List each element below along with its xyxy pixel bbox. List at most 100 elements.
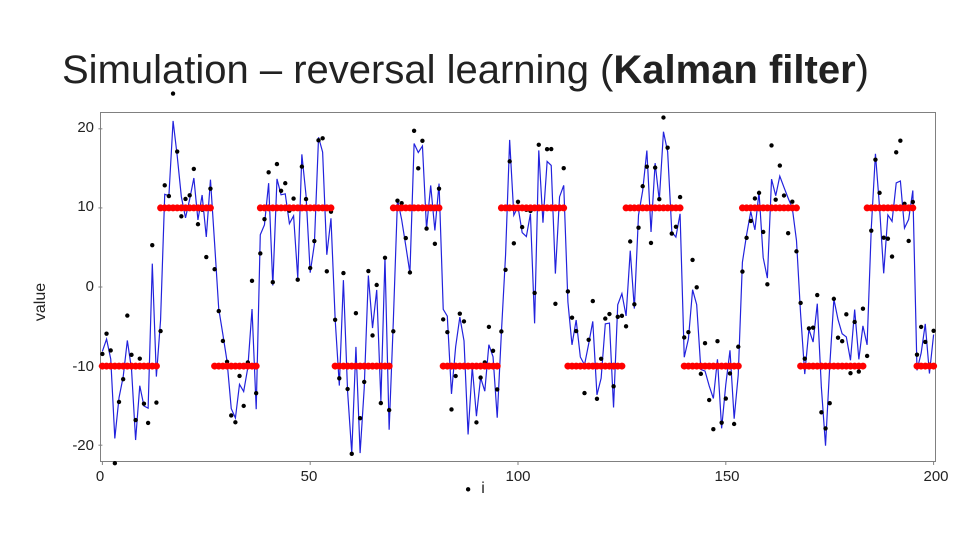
black-point <box>765 282 769 286</box>
black-point <box>499 329 503 333</box>
black-point <box>857 369 861 373</box>
red-point <box>618 363 625 370</box>
black-point <box>757 191 761 195</box>
black-point <box>894 150 898 154</box>
black-point <box>387 408 391 412</box>
black-point <box>142 402 146 406</box>
black-point <box>807 326 811 330</box>
x-axis-label: i <box>481 480 485 498</box>
red-point <box>386 363 393 370</box>
black-point <box>794 249 798 253</box>
black-point <box>237 374 241 378</box>
black-point <box>844 312 848 316</box>
black-point <box>769 143 773 147</box>
red-point <box>207 204 214 211</box>
black-point <box>449 407 453 411</box>
black-point <box>832 297 836 301</box>
black-point <box>508 159 512 163</box>
black-point <box>109 348 113 352</box>
black-point <box>911 200 915 204</box>
y-tick: -20 <box>58 437 94 454</box>
black-point <box>196 222 200 226</box>
black-point <box>836 336 840 340</box>
black-point <box>420 139 424 143</box>
black-point <box>117 400 121 404</box>
black-point <box>113 461 117 465</box>
black-point <box>566 289 570 293</box>
black-point <box>171 91 175 95</box>
black-point <box>744 236 748 240</box>
black-point <box>100 352 104 356</box>
black-point <box>129 353 133 357</box>
black-point <box>570 315 574 319</box>
black-point <box>649 241 653 245</box>
black-point <box>674 225 678 229</box>
black-point <box>562 166 566 170</box>
black-point <box>466 487 470 491</box>
black-point <box>636 226 640 230</box>
black-point <box>408 270 412 274</box>
black-point <box>665 146 669 150</box>
y-tick: 20 <box>58 119 94 136</box>
black-point <box>462 319 466 323</box>
red-point <box>677 204 684 211</box>
black-point <box>624 324 628 328</box>
black-point <box>803 357 807 361</box>
title-bold: Kalman filter <box>613 48 855 92</box>
black-point <box>603 316 607 320</box>
black-point <box>183 197 187 201</box>
plot-panel <box>100 112 936 462</box>
black-point <box>395 198 399 202</box>
black-point <box>695 285 699 289</box>
black-point <box>266 170 270 174</box>
black-point <box>503 268 507 272</box>
black-point <box>599 357 603 361</box>
black-point <box>678 195 682 199</box>
title-prefix: Simulation – reversal learning ( <box>62 48 613 92</box>
black-point <box>221 339 225 343</box>
black-point <box>138 356 142 360</box>
black-point <box>512 241 516 245</box>
black-point <box>786 231 790 235</box>
x-tick: 0 <box>96 468 104 485</box>
red-point <box>793 204 800 211</box>
black-point <box>433 242 437 246</box>
black-point <box>262 217 266 221</box>
black-point <box>553 302 557 306</box>
black-point <box>628 239 632 243</box>
y-tick: -10 <box>58 358 94 375</box>
black-point <box>304 197 308 201</box>
black-point <box>852 320 856 324</box>
x-tick: 150 <box>714 468 739 485</box>
black-point <box>537 143 541 147</box>
black-point <box>611 384 615 388</box>
black-point <box>217 309 221 313</box>
black-point <box>707 398 711 402</box>
black-point <box>591 299 595 303</box>
black-point <box>882 236 886 240</box>
black-point <box>350 452 354 456</box>
black-point <box>690 258 694 262</box>
black-point <box>869 228 873 232</box>
black-point <box>790 200 794 204</box>
black-point <box>782 193 786 197</box>
black-point <box>549 147 553 151</box>
black-point <box>632 302 636 306</box>
black-point <box>366 269 370 273</box>
black-point <box>279 189 283 193</box>
black-point <box>358 416 362 420</box>
black-point <box>761 230 765 234</box>
black-point <box>861 307 865 311</box>
black-point <box>104 331 108 335</box>
black-point <box>686 330 690 334</box>
x-tick: 100 <box>505 468 530 485</box>
black-point <box>545 147 549 151</box>
black-point <box>133 418 137 422</box>
black-point <box>362 380 366 384</box>
black-point <box>354 311 358 315</box>
red-point <box>859 363 866 370</box>
black-point <box>337 376 341 380</box>
black-point <box>453 374 457 378</box>
black-point <box>736 345 740 349</box>
black-point <box>699 372 703 376</box>
